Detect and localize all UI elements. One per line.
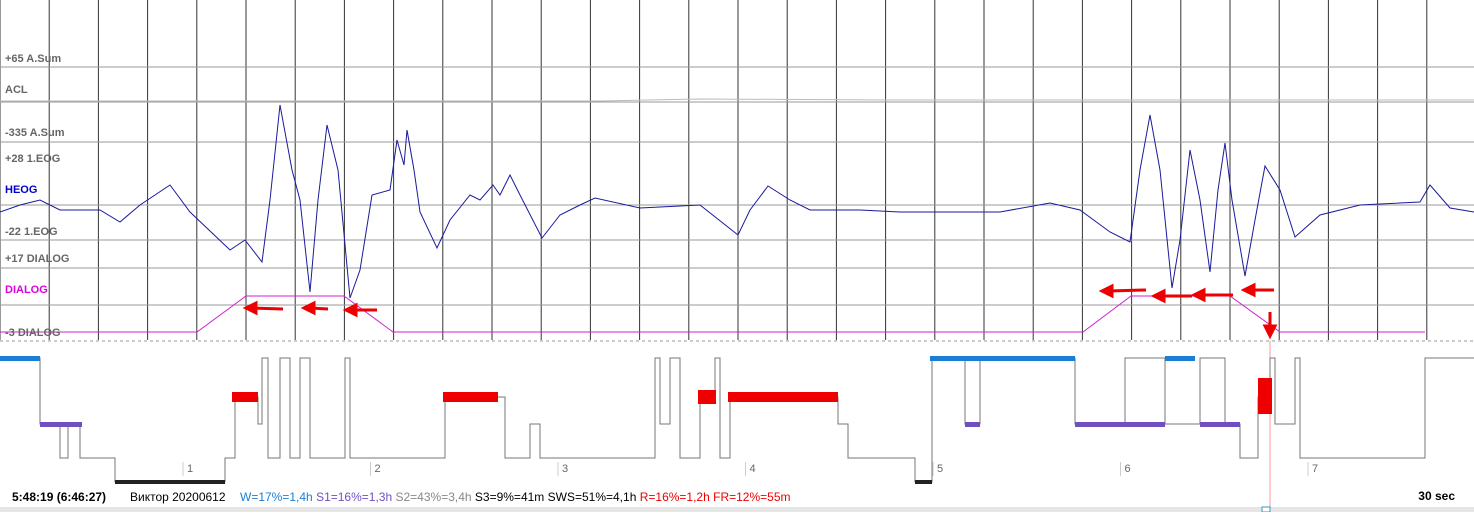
channel-label: DIALOG	[5, 284, 48, 296]
scrollbar[interactable]	[0, 507, 1474, 512]
hour-label: 5	[937, 463, 943, 475]
hour-label: 1	[187, 463, 193, 475]
status-time: 5:48:19 (6:46:27)	[12, 490, 106, 504]
channel-label: -22 1.EOG	[5, 226, 58, 238]
channel-label: HEOG	[5, 184, 37, 196]
acl-trace	[0, 98, 1474, 102]
stage-w: W=17%=1,4h	[240, 490, 313, 504]
stage-r: R=16%=1,2h	[640, 490, 710, 504]
stage-s1: S1=16%=1,3h	[316, 490, 392, 504]
grid	[0, 0, 1428, 340]
scroll-thumb[interactable]	[1261, 506, 1271, 513]
heog-trace	[0, 104, 1474, 299]
hypnogram-bars	[0, 356, 1272, 484]
channel-lines	[0, 66, 1474, 306]
hour-label: 2	[375, 463, 381, 475]
hour-label: 7	[1312, 463, 1318, 475]
stage-fr: FR=12%=55m	[713, 490, 790, 504]
dialog-trace	[0, 295, 1425, 333]
status-subject: Виктор 20200612	[130, 490, 226, 504]
epoch: 30 sec	[1418, 489, 1455, 503]
hour-label: 3	[562, 463, 568, 475]
channel-label: +65 A.Sum	[5, 53, 61, 65]
hour-labels: 1 2 3 4 5 6 7	[182, 462, 1318, 476]
status-stages: W=17%=1,4h S1=16%=1,3h S2=43%=3,4h S3=9%…	[240, 490, 791, 504]
hour-label: 4	[750, 463, 756, 475]
channel-label: +17 DIALOG	[5, 253, 70, 265]
stage-s3: S3=9%=41m	[475, 490, 544, 504]
arrows	[242, 282, 1278, 340]
channel-label: +28 1.EOG	[5, 153, 60, 165]
channel-label: ACL	[5, 84, 28, 96]
hypnogram-steps	[0, 357, 1474, 483]
channel-label: -3 DIALOG	[5, 327, 61, 339]
stage-sws: SWS=51%=4,1h	[548, 490, 637, 504]
stage-s2: S2=43%=3,4h	[395, 490, 471, 504]
channel-label: -335 A.Sum	[5, 127, 65, 139]
hour-label: 6	[1125, 463, 1131, 475]
